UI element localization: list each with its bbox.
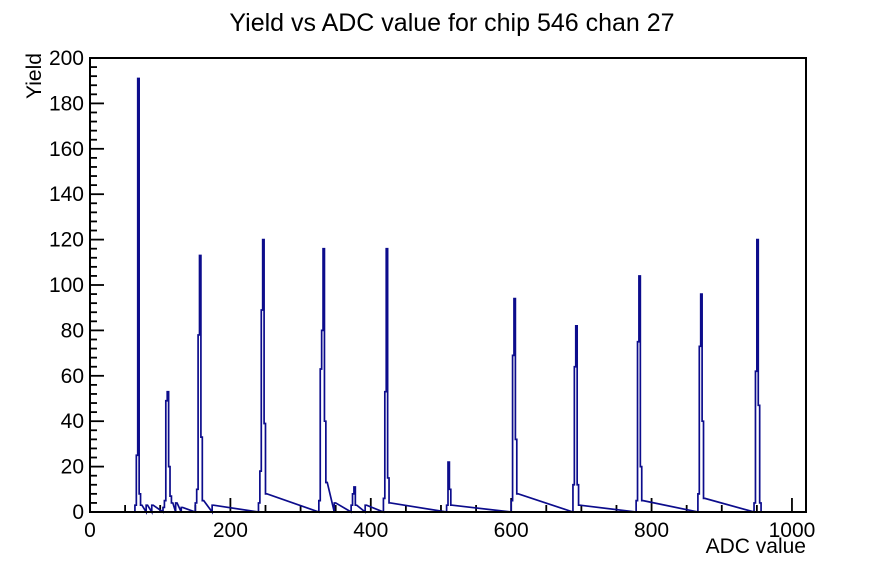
- x-tick-label: 600: [494, 519, 529, 542]
- plot-frame: [89, 57, 807, 513]
- histogram-line: [90, 77, 806, 515]
- y-tick-label: 140: [49, 183, 84, 206]
- x-tick-label: 200: [213, 519, 248, 542]
- axis-ticks: [89, 57, 793, 513]
- y-tick-label: 80: [61, 319, 84, 342]
- x-tick-label: 1000: [769, 519, 816, 542]
- y-tick-label: 160: [49, 138, 84, 161]
- y-tick-label: 40: [61, 410, 84, 433]
- axis-tick-labels: 0 200 400 600 800 1000 0 20 40 60 80 100 120 140 160 18…: [49, 47, 815, 542]
- x-tick-label: 400: [353, 519, 388, 542]
- y-tick-label: 180: [49, 92, 84, 115]
- y-tick-label: 120: [49, 229, 84, 252]
- y-tick-label: 20: [61, 456, 84, 479]
- x-tick-label: 800: [634, 519, 669, 542]
- y-tick-label: 0: [72, 501, 84, 524]
- y-tick-label: 200: [49, 47, 84, 70]
- y-tick-label: 100: [49, 274, 84, 297]
- x-axis-title: ADC value: [706, 535, 806, 558]
- y-tick-label: 60: [61, 365, 84, 388]
- y-axis-title: Yield: [23, 53, 46, 99]
- plot-title: Yield vs ADC value for chip 546 chan 27: [229, 9, 674, 37]
- x-tick-label: 0: [84, 519, 96, 542]
